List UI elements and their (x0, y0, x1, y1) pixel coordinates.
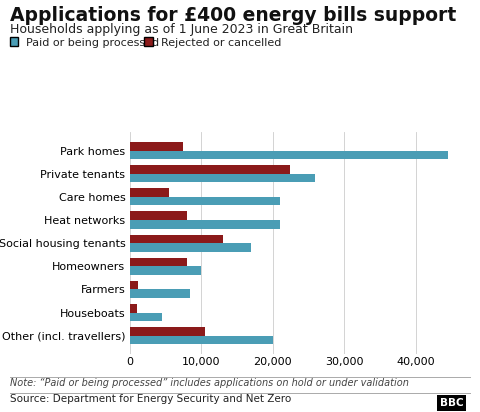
Bar (130, 220, 280, 229)
Bar (130, 234, 223, 243)
Text: Paid or being processed: Paid or being processed (26, 38, 159, 48)
Bar (130, 165, 290, 173)
Bar (130, 258, 187, 266)
Text: Applications for £400 energy bills support: Applications for £400 energy bills suppo… (10, 6, 456, 25)
Bar (130, 197, 280, 205)
Bar (130, 150, 448, 159)
Bar (130, 313, 162, 321)
Bar (130, 304, 137, 313)
Text: BBC: BBC (440, 398, 463, 408)
Text: Note: “Paid or being processed” includes applications on hold or under validatio: Note: “Paid or being processed” includes… (10, 378, 408, 388)
Text: Source: Department for Energy Security and Net Zero: Source: Department for Energy Security a… (10, 394, 291, 404)
Bar (130, 336, 273, 344)
Bar (130, 211, 187, 220)
Bar (130, 243, 251, 252)
Bar (130, 289, 191, 298)
Bar (130, 281, 138, 289)
Bar (130, 266, 201, 275)
Bar (130, 188, 169, 197)
Text: Households applying as of 1 June 2023 in Great Britain: Households applying as of 1 June 2023 in… (10, 23, 353, 36)
Bar (130, 327, 204, 336)
Bar (130, 173, 315, 182)
Bar (130, 142, 183, 150)
Text: Rejected or cancelled: Rejected or cancelled (161, 38, 281, 48)
